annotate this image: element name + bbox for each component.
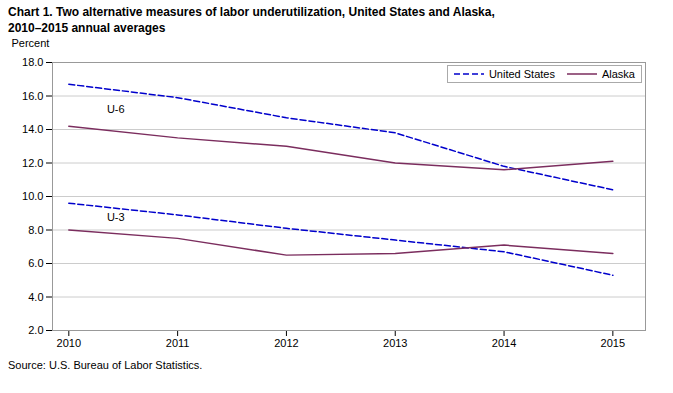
svg-text:4.0: 4.0	[28, 291, 43, 303]
html-text:Chart 1. Two alternative measu: Chart 1. Two alternative measures of lab…	[8, 5, 495, 19]
svg-text:2013: 2013	[383, 337, 407, 349]
svg-text:2.0: 2.0	[28, 324, 43, 336]
svg-text:2015: 2015	[601, 337, 625, 349]
svg-text:6.0: 6.0	[28, 257, 43, 269]
svg-text:16.0: 16.0	[22, 90, 43, 102]
svg-text:10.0: 10.0	[22, 190, 43, 202]
svg-text:2010: 2010	[57, 337, 81, 349]
svg-text:2012: 2012	[274, 337, 298, 349]
svg-text:2014: 2014	[492, 337, 516, 349]
svg-text:18.0: 18.0	[22, 56, 43, 68]
svg-text:Percent: Percent	[12, 37, 50, 49]
html-text:Source: U.S. Bureau of Labor S: Source: U.S. Bureau of Labor Statistics.	[8, 359, 203, 371]
html-text:United States: United States	[488, 68, 555, 80]
html-text:2010–2015 annual averages: 2010–2015 annual averages	[8, 21, 166, 35]
svg-text:12.0: 12.0	[22, 157, 43, 169]
svg-text:2011: 2011	[166, 337, 190, 349]
svg-text:U-6: U-6	[107, 103, 125, 115]
svg-text:8.0: 8.0	[28, 224, 43, 236]
svg-text:14.0: 14.0	[22, 123, 43, 135]
svg-text:U-3: U-3	[107, 211, 125, 223]
html-text:Alaska: Alaska	[602, 68, 635, 80]
